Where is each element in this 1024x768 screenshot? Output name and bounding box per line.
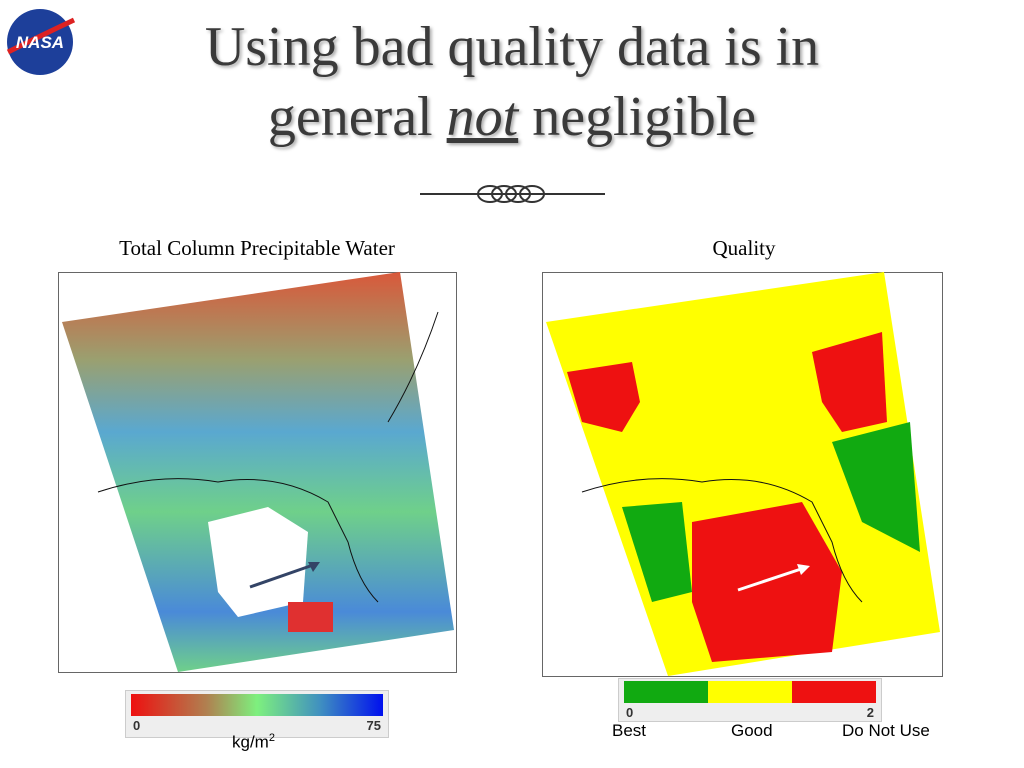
- map-left: [58, 272, 457, 673]
- panel-title: Total Column Precipitable Water: [119, 236, 395, 260]
- colorbar-min: 0: [133, 718, 140, 733]
- legend-label: Best: [612, 721, 647, 740]
- colorbar-min: 0: [626, 705, 633, 720]
- logo-text: NASA: [16, 33, 64, 52]
- title-line: general: [267, 86, 433, 148]
- title-emphasis: not: [446, 86, 519, 148]
- unit-exponent: 2: [268, 732, 275, 744]
- colorbar-max: 2: [867, 705, 874, 720]
- colorbar-left: 0 75: [125, 690, 389, 738]
- title-line: Using bad quality data is in: [204, 16, 820, 78]
- legend-label: Good: [731, 721, 773, 740]
- map-right: [542, 272, 943, 677]
- ornament: [420, 185, 605, 203]
- legend-label: Do Not Use: [842, 721, 930, 740]
- unit-label: kg/m2: [232, 732, 275, 753]
- title-line: negligible: [532, 86, 757, 148]
- panel-title: Quality: [712, 236, 776, 260]
- colorbar-right: 0 2: [618, 678, 882, 722]
- logo: NASA: [6, 9, 76, 75]
- unit: kg/m: [232, 732, 269, 752]
- colorbar-max: 75: [367, 718, 381, 733]
- slide-title: Using bad quality data is in general not…: [0, 12, 1024, 152]
